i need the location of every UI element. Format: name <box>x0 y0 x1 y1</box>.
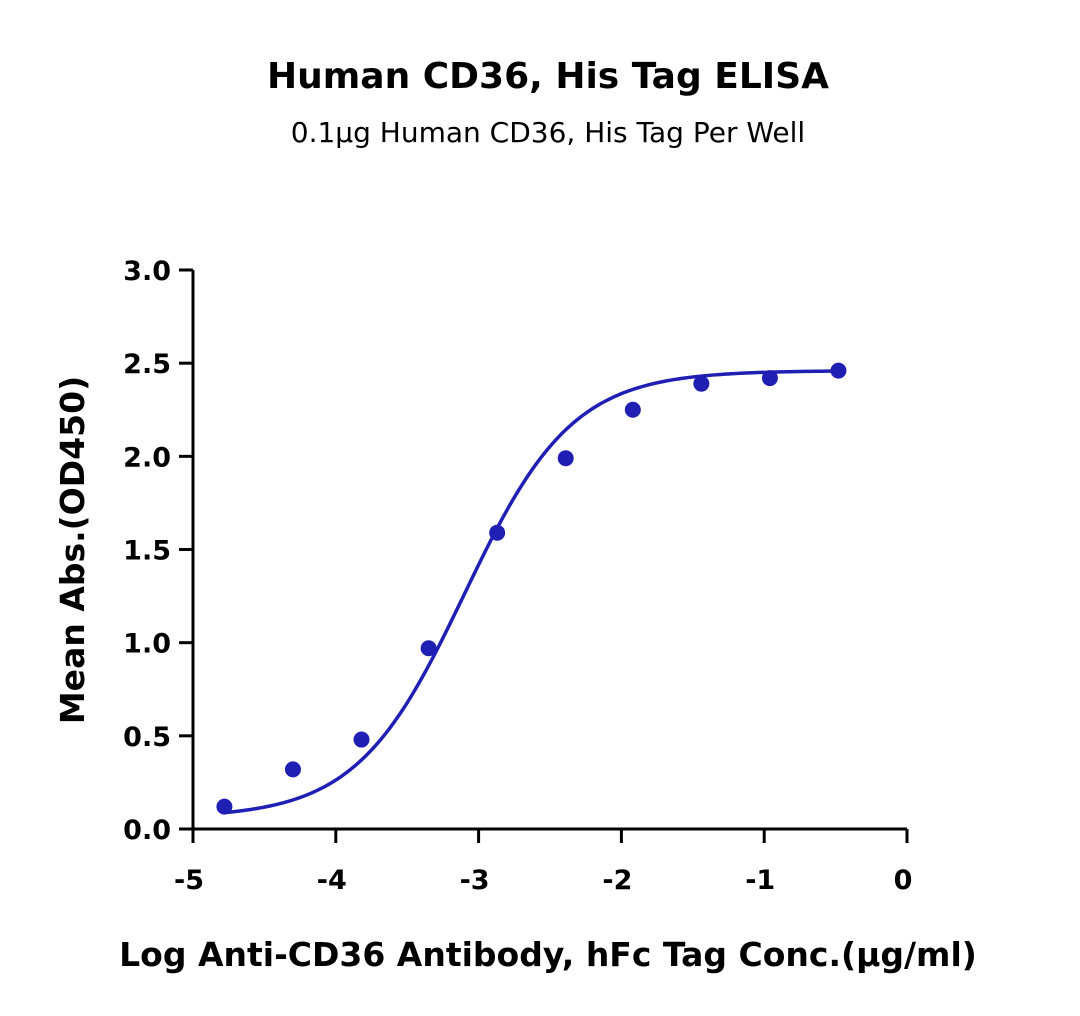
x-tick-label: -1 <box>745 865 775 896</box>
data-point <box>216 798 233 815</box>
data-point <box>557 450 574 467</box>
x-axis-label: Log Anti-CD36 Antibody, hFc Tag Conc.(µg… <box>119 935 977 974</box>
y-axis-label: Mean Abs.(OD450) <box>53 376 92 724</box>
y-tick-label: 2.0 <box>123 442 171 473</box>
data-point <box>761 370 778 387</box>
y-tick-label: 1.5 <box>123 536 171 567</box>
y-tick-label: 0.0 <box>123 815 171 846</box>
data-point <box>353 731 370 748</box>
fit-curve <box>224 369 839 815</box>
x-tick-label: -2 <box>602 865 632 896</box>
y-tick-label: 0.5 <box>123 722 171 753</box>
x-tick-label: -3 <box>460 865 490 896</box>
chart-title: Human CD36, His Tag ELISA <box>267 56 829 97</box>
y-tick-label: 3.0 <box>123 256 171 287</box>
y-tick-label: 2.5 <box>123 349 171 380</box>
x-tick-label: -5 <box>174 865 204 896</box>
y-tick-label: 1.0 <box>123 629 171 660</box>
data-point <box>284 761 301 778</box>
x-tick-label: -4 <box>317 865 347 896</box>
data-point <box>489 524 506 541</box>
chart-subtitle: 0.1µg Human CD36, His Tag Per Well <box>291 116 805 149</box>
data-point <box>420 640 437 657</box>
data-point <box>693 375 710 392</box>
data-point <box>830 362 847 379</box>
x-tick-label: 0 <box>894 865 913 896</box>
plot-area: 0.0 0.5 1.0 1.5 2.0 2.5 3.0 -5 -4 -3 -2 -1 0 <box>123 256 912 896</box>
data-point <box>624 401 641 418</box>
